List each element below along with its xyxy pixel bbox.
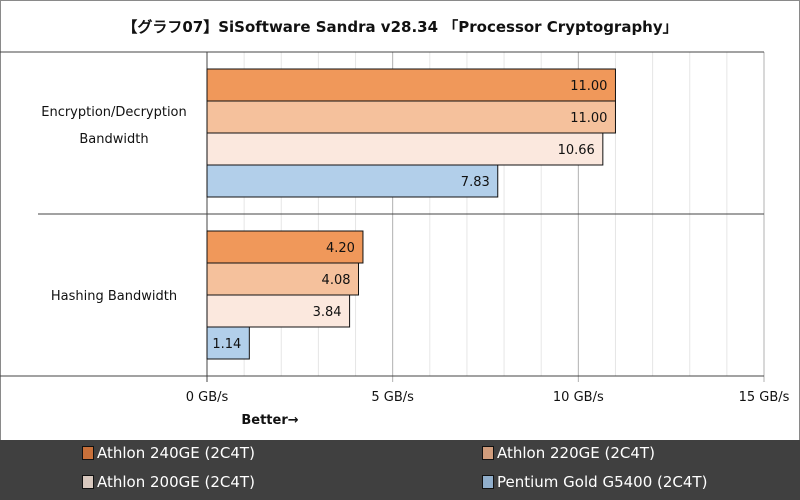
legend-label: Athlon 200GE (2C4T)	[97, 473, 255, 491]
x-axis-label: Better→	[241, 413, 298, 428]
legend-label: Pentium Gold G5400 (2C4T)	[497, 473, 708, 491]
x-tick-label: 15 GB/s	[739, 390, 790, 405]
legend-swatch	[82, 446, 94, 460]
legend-label: Athlon 240GE (2C4T)	[97, 444, 255, 462]
data-label: 4.20	[326, 241, 355, 256]
category-label: Hashing Bandwidth	[51, 289, 177, 304]
legend: Athlon 240GE (2C4T) Athlon 220GE (2C4T) At…	[0, 440, 800, 500]
data-label: 3.84	[313, 305, 342, 320]
x-tick-label: 5 GB/s	[371, 390, 414, 405]
chart-title: 【グラフ07】SiSoftware Sandra v28.34 「Process…	[122, 18, 678, 36]
bar	[206, 326, 250, 360]
data-label: 1.14	[212, 337, 241, 352]
bar	[206, 132, 604, 166]
legend-item: Pentium Gold G5400 (2C4T)	[482, 473, 707, 491]
data-label: 4.08	[322, 273, 351, 288]
bar	[206, 164, 499, 198]
legend-swatch	[482, 446, 494, 460]
legend-item: Athlon 200GE (2C4T)	[82, 473, 255, 491]
legend-swatch	[82, 475, 94, 489]
data-label: 7.83	[461, 175, 490, 190]
legend-item: Athlon 220GE (2C4T)	[482, 444, 655, 462]
data-label: 10.66	[558, 143, 595, 158]
x-tick-label: 10 GB/s	[553, 390, 604, 405]
legend-label: Athlon 220GE (2C4T)	[497, 444, 655, 462]
legend-swatch	[482, 475, 494, 489]
legend-item: Athlon 240GE (2C4T)	[82, 444, 255, 462]
bar	[206, 294, 351, 328]
x-tick-label: 0 GB/s	[186, 390, 229, 405]
bar-chart: 0 GB/s 5 GB/s 10 GB/s 15 GB/s Encryption/Dec…	[0, 51, 790, 428]
bar	[206, 100, 616, 134]
category-label: Encryption/Decryption Bandwidth	[41, 105, 187, 147]
bar	[206, 68, 616, 102]
data-label: 11.00	[570, 79, 607, 94]
data-label: 11.00	[570, 111, 607, 126]
